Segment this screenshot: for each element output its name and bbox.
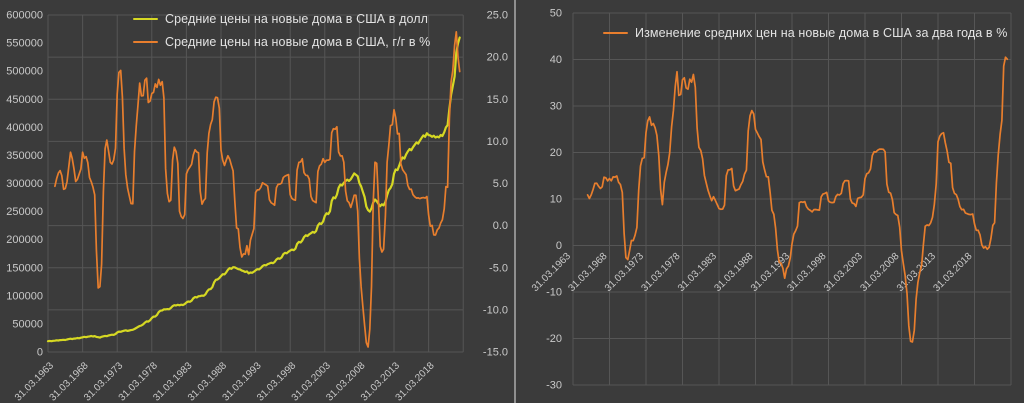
- secondary-axis-tick-label: 0.0: [493, 220, 508, 232]
- secondary-axis-tick-label: -15.0: [483, 347, 508, 359]
- right-chart-legend: Изменение средних цен на новые дома в СШ…: [603, 26, 1007, 40]
- value-axis-tick-label: -10: [546, 287, 562, 299]
- primary-axis-tick-label: 550000: [6, 38, 43, 50]
- legend-label-two-year-change: Изменение средних цен на новые дома в СШ…: [635, 26, 1008, 40]
- legend-label-yoy-change: Средние цены на новые дома в США, г/г в …: [165, 35, 431, 49]
- secondary-axis-tick-label: 15.0: [487, 94, 508, 106]
- primary-axis-tick-label: 0: [37, 347, 43, 359]
- secondary-axis-tick-label: -10.0: [483, 304, 508, 316]
- primary-axis-tick-label: 500000: [6, 66, 43, 78]
- primary-axis-tick-label: 150000: [6, 262, 43, 274]
- secondary-axis-tick-label: -5.0: [489, 262, 508, 274]
- primary-axis-tick-label: 350000: [6, 150, 43, 162]
- legend-swatch-yoy-line: [133, 40, 158, 44]
- primary-axis-tick-label: 400000: [6, 122, 43, 134]
- primary-axis-tick-label: 200000: [6, 234, 43, 246]
- legend-swatch-avg-price-line: [133, 17, 158, 21]
- secondary-axis-tick-label: 10.0: [487, 136, 508, 148]
- legend-item-yoy-change: Средние цены на новые дома в США, г/г в …: [133, 35, 430, 49]
- primary-axis-tick-label: 100000: [6, 290, 43, 302]
- value-axis-tick-label: 0: [556, 240, 562, 252]
- left-price-chart-panel[interactable]: 600000 550000 500000 450000 400000 350000 3000…: [0, 0, 514, 403]
- value-axis-tick-label: -30: [546, 380, 562, 392]
- panel-divider: [514, 0, 516, 403]
- primary-axis-tick-label: 50000: [12, 318, 43, 330]
- value-axis-tick-label: 40: [550, 54, 562, 66]
- left-chart-plot: 6000005500005000004500004000003500003000…: [6, 10, 508, 403]
- secondary-axis-tick-label: 25.0: [487, 10, 508, 22]
- secondary-axis-tick-label: 5.0: [493, 178, 508, 190]
- primary-axis-tick-label: 600000: [6, 10, 43, 22]
- avg-price-line: [46, 36, 461, 343]
- secondary-axis-tick-label: 20.0: [487, 52, 508, 64]
- legend-label-avg-price: Средние цены на новые дома в США в долл: [165, 12, 429, 26]
- primary-axis-tick-label: 300000: [6, 178, 43, 190]
- legend-item-avg-price: Средние цены на новые дома в США в долл: [133, 12, 430, 26]
- value-axis-tick-label: 30: [550, 101, 562, 113]
- right-chart-plot: 50403020100-10-20-3031.03.196331.03.1968…: [530, 8, 1012, 392]
- value-axis-tick-label: 10: [550, 194, 562, 206]
- right-two-year-change-panel[interactable]: 50 40 30 20 10 0 -10 -20 -30 31.03.1963 31.03.1968…: [516, 0, 1024, 403]
- value-axis-tick-label: 20: [550, 147, 562, 159]
- two-year-change-line: [586, 56, 1009, 343]
- primary-axis-tick-label: 450000: [6, 94, 43, 106]
- legend-item-two-year-change: Изменение средних цен на новые дома в СШ…: [603, 26, 1007, 40]
- legend-swatch-two-year-line: [603, 31, 628, 35]
- primary-axis-tick-label: 250000: [6, 206, 43, 218]
- value-axis-tick-label: 50: [550, 8, 562, 20]
- yoy-change-line: [54, 30, 461, 348]
- left-chart-legend: Средние цены на новые дома в США в долл …: [133, 12, 430, 49]
- value-axis-tick-label: -20: [546, 333, 562, 345]
